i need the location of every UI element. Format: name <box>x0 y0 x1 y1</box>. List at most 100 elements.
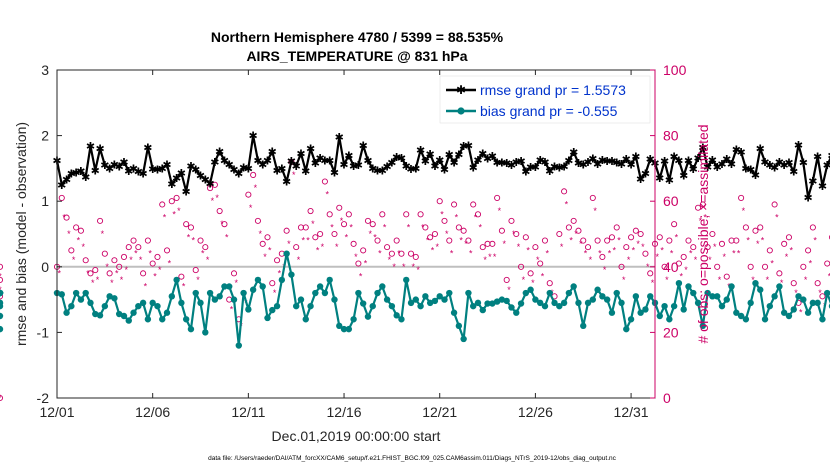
bias-point <box>364 313 372 320</box>
bias-point <box>608 309 616 316</box>
obs-possible-point <box>187 224 195 231</box>
obs-assimilated-point: * <box>708 255 712 265</box>
y-left-tick-label: 0 <box>41 259 49 275</box>
obs-possible-point <box>455 224 462 231</box>
obs-possible-point <box>647 270 654 277</box>
obs-assimilated-point: * <box>407 222 411 232</box>
rmse-point: ✱ <box>320 156 329 168</box>
obs-assimilated-point: * <box>0 393 2 403</box>
rmse-point: ✱ <box>301 166 310 178</box>
rmse-point: ✱ <box>229 165 238 177</box>
data-file-footnote: data file: /Users/raeder/DAI/ATM_forcXX/… <box>208 455 617 462</box>
rmse-point: ✱ <box>225 159 234 171</box>
rmse-point: ✱ <box>598 155 607 167</box>
obs-assimilated-point: * <box>440 209 444 219</box>
obs-possible-point <box>446 237 453 244</box>
obs-possible-point <box>584 244 592 251</box>
rmse-point: ✱ <box>182 186 191 198</box>
obs-assimilated-point: * <box>699 216 703 226</box>
obs-possible-point <box>183 221 190 228</box>
obs-assimilated-point: * <box>746 236 750 246</box>
bias-point <box>713 293 721 300</box>
bias-point <box>326 276 333 284</box>
obs-possible-point <box>532 244 539 251</box>
obs-assimilated-point: * <box>153 272 157 282</box>
rmse-point: ✱ <box>354 160 363 172</box>
obs-assimilated-point: * <box>0 285 2 295</box>
rmse-point: ✱ <box>746 165 755 177</box>
obs-possible-point <box>393 237 400 244</box>
obs-possible-point <box>522 234 529 241</box>
bias-point <box>618 299 625 307</box>
rmse-point: ✱ <box>239 163 248 175</box>
obs-possible-point <box>465 237 472 244</box>
rmse-point: ✱ <box>306 144 315 156</box>
obs-possible-point <box>565 224 572 231</box>
obs-possible-point <box>379 211 386 218</box>
obs-assimilated-point: * <box>665 275 669 285</box>
rmse-point: ✱ <box>105 163 114 175</box>
bias-point <box>637 309 644 316</box>
bias-point <box>264 314 271 322</box>
obs-possible-point <box>398 250 405 257</box>
bias-point <box>340 325 348 333</box>
bias-point <box>135 302 142 310</box>
obs-assimilated-point: * <box>392 262 396 272</box>
obs-assimilated-point: * <box>445 229 449 239</box>
obs-assimilated-point: * <box>177 206 181 216</box>
bias-point <box>513 309 520 316</box>
rmse-point: ✱ <box>665 175 674 187</box>
obs-assimilated-point: * <box>522 275 526 285</box>
bias-point <box>182 316 190 323</box>
rmse-point: ✱ <box>416 145 425 157</box>
obs-assimilated-point: * <box>598 249 602 259</box>
obs-assimilated-point: * <box>292 170 296 180</box>
obs-assimilated-point: * <box>526 245 530 255</box>
rmse-point: ✱ <box>363 156 372 168</box>
rmse-point: ✱ <box>780 160 789 172</box>
obs-possible-point <box>575 227 582 234</box>
obs-assimilated-point: * <box>388 255 392 265</box>
obs-assimilated-point: * <box>541 272 545 282</box>
bias-point <box>297 296 305 303</box>
obs-possible-point <box>274 257 281 264</box>
bias-point <box>493 298 501 305</box>
obs-possible-point <box>594 237 601 244</box>
rmse-point: ✱ <box>521 167 530 179</box>
bias-point <box>819 316 826 323</box>
rmse-point: ✱ <box>110 159 119 171</box>
bias-point <box>316 283 324 290</box>
bias-point <box>283 250 290 257</box>
rmse-point: ✱ <box>550 161 559 173</box>
obs-possible-point <box>422 224 429 231</box>
obs-possible-point <box>130 237 137 244</box>
rmse-point: ✱ <box>344 150 353 162</box>
rmse-point: ✱ <box>272 165 281 177</box>
bias-point <box>68 302 75 310</box>
bias-point <box>168 293 176 300</box>
obs-possible-point <box>685 237 692 244</box>
rmse-point: ✱ <box>172 173 181 185</box>
bias-point <box>565 289 573 297</box>
bias-point <box>139 299 147 307</box>
obs-possible-point <box>580 237 587 244</box>
bias-point <box>0 289 4 297</box>
obs-possible-point <box>699 201 706 208</box>
rmse-point: ✱ <box>454 150 463 162</box>
chart-title-line2: AIRS_TEMPERATURE @ 831 hPa <box>246 48 467 64</box>
bias-point <box>780 309 788 316</box>
rmse-point: ✱ <box>488 151 497 163</box>
obs-possible-point <box>561 188 568 195</box>
obs-assimilated-point: * <box>723 252 727 262</box>
x-axis-ticks: 12/01 12/06 12/11 12/16 12/21 12/26 12/31 <box>39 70 649 420</box>
y-right-tick-label: 20 <box>663 324 679 340</box>
obs-possible-point <box>317 230 324 238</box>
obs-assimilated-point: * <box>172 209 176 219</box>
rmse-point: ✱ <box>741 163 750 175</box>
bias-point <box>814 299 821 307</box>
obs-possible-point <box>360 247 367 254</box>
obs-possible-point <box>0 263 4 270</box>
rmse-point: ✱ <box>775 157 784 169</box>
bias-point <box>120 312 128 320</box>
x-tick-label: 12/06 <box>135 404 170 420</box>
